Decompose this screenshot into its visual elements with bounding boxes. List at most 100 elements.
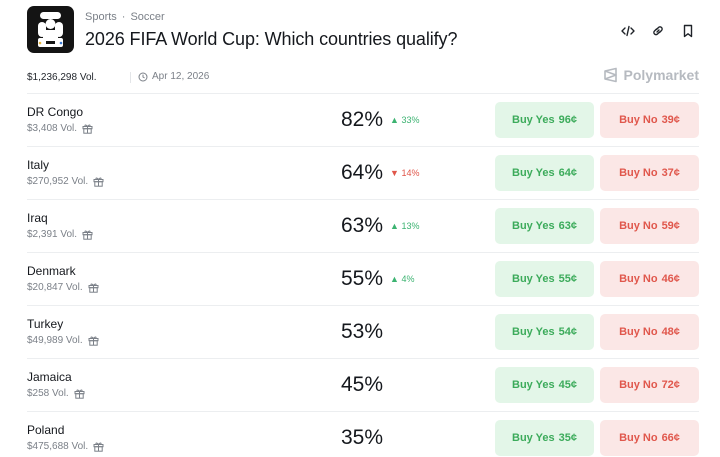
buy-no-price: 48¢ [661,326,680,338]
bookmark-icon[interactable] [679,22,697,40]
change-arrow-icon: ▲ [390,221,399,231]
clock-icon [138,72,148,81]
outcome-chance: 55% [341,267,384,290]
change-value: 33% [401,115,420,125]
buy-no-button[interactable]: Buy No 72¢ [600,367,699,403]
change-arrow-icon: ▲ [390,274,399,284]
buy-yes-button[interactable]: Buy Yes 35¢ [495,420,594,456]
buy-yes-price: 45¢ [558,379,577,391]
outcome-name: Jamaica [27,370,72,384]
buy-yes-label: Buy Yes [512,114,555,126]
change-arrow-icon: ▲ [390,115,399,125]
outcome-volume-text: $2,391 Vol. [27,229,78,240]
buy-yes-button[interactable]: Buy Yes 55¢ [495,261,594,297]
gift-icon[interactable] [93,441,104,452]
outcome-volume: $2,391 Vol. [27,229,93,240]
outcome-row[interactable]: Turkey $49,989 Vol. 53% Buy Yes 54¢ Buy N… [27,305,699,358]
buy-no-button[interactable]: Buy No 39¢ [600,102,699,138]
outcome-row[interactable]: Poland $475,688 Vol. 35% Buy Yes 35¢ Buy … [27,411,699,457]
polymarket-mark-icon [603,67,617,83]
outcome-volume: $475,688 Vol. [27,441,104,452]
buy-yes-price: 63¢ [558,220,577,232]
buy-no-button[interactable]: Buy No 37¢ [600,155,699,191]
outcome-name: Denmark [27,264,76,278]
buy-yes-price: 55¢ [558,273,577,285]
outcome-volume-text: $20,847 Vol. [27,282,83,293]
buy-no-label: Buy No [619,167,658,179]
outcome-row[interactable]: Iraq $2,391 Vol. 63% ▲ 13% Buy Yes 63¢ Bu… [27,199,699,252]
gift-icon[interactable] [82,229,93,240]
buy-yes-button[interactable]: Buy Yes 64¢ [495,155,594,191]
outcome-name: Poland [27,423,65,437]
outcome-chance: 45% [341,373,384,396]
buy-yes-label: Buy Yes [512,220,555,232]
outcome-chance: 63% [341,214,384,237]
outcomes-list: DR Congo $3,408 Vol. 82% ▲ 33% Buy Yes 96… [27,93,699,457]
buy-no-button[interactable]: Buy No 46¢ [600,261,699,297]
market-meta: $1,236,298 Vol. Apr 12, 2026 Polymarket [27,67,699,86]
buy-no-button[interactable]: Buy No 59¢ [600,208,699,244]
breadcrumb-sports[interactable]: Sports [85,11,117,23]
outcome-volume: $20,847 Vol. [27,282,99,293]
page-title: 2026 FIFA World Cup: Which countries qua… [85,29,458,49]
gift-icon[interactable] [74,388,85,399]
buy-no-button[interactable]: Buy No 66¢ [600,420,699,456]
outcome-row[interactable]: DR Congo $3,408 Vol. 82% ▲ 33% Buy Yes 96… [27,93,699,146]
end-date-text: Apr 12, 2026 [152,71,210,82]
gift-icon[interactable] [93,176,104,187]
outcome-chance: 64% [341,161,384,184]
buy-yes-price: 96¢ [558,114,577,126]
chance-change: ▲ 33% [390,115,419,125]
buy-yes-label: Buy Yes [512,273,555,285]
change-value: 4% [401,274,415,284]
outcome-volume: $258 Vol. [27,388,85,399]
buy-yes-button[interactable]: Buy Yes 96¢ [495,102,594,138]
buy-yes-label: Buy Yes [512,432,555,444]
outcome-name: Iraq [27,211,48,225]
gift-icon[interactable] [82,123,93,134]
breadcrumb-separator: · [121,11,126,23]
buy-no-price: 39¢ [661,114,680,126]
outcome-chance: 82% [341,108,384,131]
outcome-name: DR Congo [27,105,84,119]
buy-no-label: Buy No [619,220,658,232]
embed-icon[interactable] [619,22,637,40]
buy-no-price: 72¢ [661,379,680,391]
outcome-row[interactable]: Denmark $20,847 Vol. 55% ▲ 4% Buy Yes 55¢… [27,252,699,305]
outcome-name: Italy [27,158,50,172]
buy-no-price: 66¢ [661,432,680,444]
market-header: Sports · Soccer 2026 FIFA World Cup: Which… [27,6,707,56]
gift-icon[interactable] [88,335,99,346]
link-icon[interactable] [649,22,667,40]
outcome-volume-text: $258 Vol. [27,388,69,399]
buy-no-price: 37¢ [661,167,680,179]
buy-yes-button[interactable]: Buy Yes 54¢ [495,314,594,350]
outcome-volume-text: $49,989 Vol. [27,335,83,346]
buy-no-label: Buy No [619,326,658,338]
outcome-name: Turkey [27,317,64,331]
outcome-volume: $270,952 Vol. [27,176,104,187]
buy-no-label: Buy No [619,114,658,126]
breadcrumb-soccer[interactable]: Soccer [130,11,165,23]
outcome-row[interactable]: Jamaica $258 Vol. 45% Buy Yes 45¢ Buy No 7… [27,358,699,411]
outcome-chance: 53% [341,320,384,343]
outcome-volume: $49,989 Vol. [27,335,99,346]
total-volume: $1,236,298 Vol. [27,72,97,83]
buy-yes-button[interactable]: Buy Yes 63¢ [495,208,594,244]
outcome-volume: $3,408 Vol. [27,123,93,134]
chance-change: ▲ 4% [390,274,414,284]
buy-no-label: Buy No [619,379,658,391]
buy-no-button[interactable]: Buy No 48¢ [600,314,699,350]
end-date: Apr 12, 2026 [138,71,209,82]
buy-yes-price: 54¢ [558,326,577,338]
world-cup-logo [27,6,74,53]
outcome-volume-text: $270,952 Vol. [27,176,89,187]
gift-icon[interactable] [88,282,99,293]
header-actions [619,22,697,40]
change-value: 14% [401,168,420,178]
buy-yes-price: 64¢ [558,167,577,179]
outcome-chance: 35% [341,426,384,449]
buy-yes-label: Buy Yes [512,326,555,338]
outcome-row[interactable]: Italy $270,952 Vol. 64% ▼ 14% Buy Yes 64¢… [27,146,699,199]
buy-yes-button[interactable]: Buy Yes 45¢ [495,367,594,403]
